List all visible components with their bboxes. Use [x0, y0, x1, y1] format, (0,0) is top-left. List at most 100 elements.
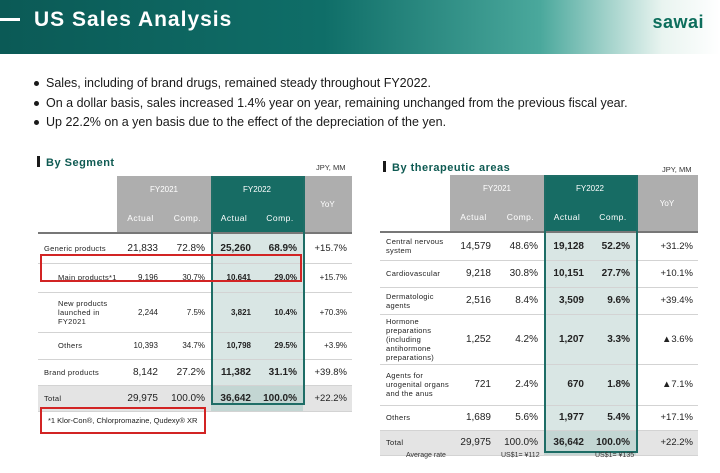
bullet-item: Sales, including of brand drugs, remaine…: [34, 74, 704, 94]
fy2022-comp: 3.3%: [590, 314, 636, 365]
table-row: Others 10,393 34.7% 10,798 29.5% +3.9%: [38, 332, 352, 360]
fy2022-comp: 52.2%: [590, 232, 636, 261]
fy2021-comp: 48.6%: [497, 232, 544, 261]
fy2021-comp: 34.7%: [164, 332, 211, 360]
fy2022-comp: 29.5%: [257, 332, 303, 360]
therapeutic-subheader-row: Actual Comp. Actual Comp.: [380, 202, 698, 233]
therapeutic-section-title: By therapeutic areas: [383, 161, 510, 174]
table-row: Generic products 21,833 72.8% 25,260 68.…: [38, 233, 352, 264]
table-row: Dermatologic agents 2,516 8.4% 3,509 9.6…: [380, 287, 698, 315]
yoy-value: +3.9%: [303, 332, 352, 360]
table-row: Brand products 8,142 27.2% 11,382 31.1% …: [38, 359, 352, 386]
yoy-value: +22.2%: [636, 430, 698, 456]
row-label: Generic products: [38, 233, 117, 264]
fy2022-comp: 1.8%: [590, 364, 636, 406]
fy2021-comp: 30.7%: [164, 263, 211, 293]
yoy-value: +39.8%: [303, 359, 352, 386]
fy2022-comp: 29.0%: [257, 263, 303, 293]
table-row: Agents for urogenital organs and the anu…: [380, 364, 698, 406]
therapeutic-header-row: FY2021 FY2022 YoY: [380, 175, 698, 233]
summary-bullets: Sales, including of brand drugs, remaine…: [34, 74, 704, 133]
row-label: Brand products: [38, 359, 117, 386]
footnote-box: *1 Klor-Con®, Chlorpromazine, Qudexy® XR: [40, 407, 206, 434]
fy2021-actual: 9,196: [117, 263, 164, 293]
fy2021-header: FY2021: [450, 175, 544, 202]
fy2021-comp: 4.2%: [497, 314, 544, 365]
fy2022-actual: 36,642: [211, 385, 257, 412]
comp-header: Comp.: [497, 202, 544, 233]
fy2022-actual: 1,977: [544, 405, 590, 431]
fy2021-comp: 8.4%: [497, 287, 544, 315]
fy2022-comp: 27.7%: [590, 260, 636, 288]
fy2021-actual: 29,975: [450, 430, 497, 456]
section-bar-icon: [383, 161, 386, 172]
fy2022-actual: 25,260: [211, 233, 257, 264]
fy2022-actual: 10,641: [211, 263, 257, 293]
row-label: Cardiovascular: [380, 260, 450, 288]
bullet-item: Up 22.2% on a yen basis due to the effec…: [34, 113, 704, 133]
rate-fy2022: US$1= ¥135: [595, 452, 635, 459]
fy2021-comp: 72.8%: [164, 233, 211, 264]
rate-fy2021: US$1= ¥112: [501, 452, 540, 459]
yoy-value: +22.2%: [303, 385, 352, 412]
yoy-header: YoY: [303, 176, 352, 234]
fy2021-comp: 5.6%: [497, 405, 544, 431]
fy2021-actual: 8,142: [117, 359, 164, 386]
yoy-value: +39.4%: [636, 287, 698, 315]
fy2022-actual: 3,821: [211, 292, 257, 333]
comp-header: Comp.: [164, 203, 211, 234]
yoy-value: +10.1%: [636, 260, 698, 288]
actual-header: Actual: [450, 202, 497, 233]
row-label: Dermatologic agents: [380, 287, 450, 315]
fy2022-actual: 19,128: [544, 232, 590, 261]
fy2021-actual: 1,689: [450, 405, 497, 431]
fy2021-comp: 2.4%: [497, 364, 544, 406]
row-label: Agents for urogenital organs and the anu…: [380, 364, 450, 406]
fy2022-comp: 68.9%: [257, 233, 303, 264]
header-blank: [38, 176, 117, 203]
header-blank: [380, 202, 450, 233]
fy2021-header: FY2021: [117, 176, 211, 203]
table-row: Hormone preparations (including antihorm…: [380, 314, 698, 365]
fy2022-actual: 1,207: [544, 314, 590, 365]
company-logo: sawai: [652, 12, 704, 32]
fy2022-comp: 31.1%: [257, 359, 303, 386]
average-rate-row: Average rate US$1= ¥112 US$1= ¥135: [380, 451, 698, 463]
header-blank: [380, 175, 450, 202]
actual-header: Actual: [544, 202, 590, 233]
segment-title-text: By Segment: [46, 157, 115, 169]
fy2021-comp: 7.5%: [164, 292, 211, 333]
title-accent-line: [0, 18, 20, 21]
fy2021-actual: 721: [450, 364, 497, 406]
actual-header: Actual: [117, 203, 164, 234]
fy2021-actual: 21,833: [117, 233, 164, 264]
row-label: Total: [380, 430, 450, 456]
yoy-value: +15.7%: [303, 233, 352, 264]
fy2022-comp: 100.0%: [257, 385, 303, 412]
therapeutic-unit: JPY, MM: [662, 165, 692, 174]
fy2022-header: FY2022: [544, 175, 636, 202]
fy2022-comp: 10.4%: [257, 292, 303, 333]
table-row: Others 1,689 5.6% 1,977 5.4% +17.1%: [380, 405, 698, 431]
bullet-item: On a dollar basis, sales increased 1.4% …: [34, 94, 704, 114]
fy2022-header: FY2022: [211, 176, 303, 203]
row-label: Others: [38, 332, 117, 360]
segment-section-title: By Segment: [37, 156, 115, 169]
row-label: Central nervous system: [380, 232, 450, 261]
table-row: New products launched in FY2021 2,244 7.…: [38, 292, 352, 333]
total-row: Total 29,975 100.0% 36,642 100.0% +22.2%: [380, 430, 698, 456]
fy2021-comp: 27.2%: [164, 359, 211, 386]
segment-header-row: FY2021 FY2022 YoY: [38, 176, 352, 234]
therapeutic-title-text: By therapeutic areas: [392, 162, 511, 174]
fy2021-actual: 10,393: [117, 332, 164, 360]
row-label: Hormone preparations (including antihorm…: [380, 314, 450, 365]
fy2022-comp: 9.6%: [590, 287, 636, 315]
fy2021-comp: 30.8%: [497, 260, 544, 288]
therapeutic-table: FY2021 FY2022 YoY Actual Comp. Actual Co…: [380, 175, 698, 456]
segment-table: FY2021 FY2022 YoY Actual Comp. Actual Co…: [38, 176, 352, 412]
fy2022-comp: 5.4%: [590, 405, 636, 431]
fy2022-actual: 11,382: [211, 359, 257, 386]
fy2021-actual: 1,252: [450, 314, 497, 365]
comp-header: Comp.: [257, 203, 303, 234]
fy2021-actual: 9,218: [450, 260, 497, 288]
